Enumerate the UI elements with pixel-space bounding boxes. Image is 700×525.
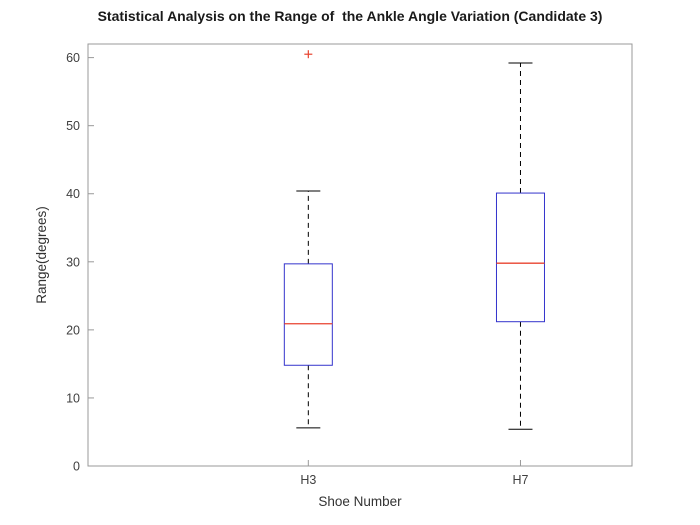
x-tick-label: H3 bbox=[300, 473, 316, 487]
y-tick-label: 10 bbox=[66, 391, 80, 405]
y-axis-label: Range(degrees) bbox=[34, 206, 49, 304]
x-axis-label: Shoe Number bbox=[318, 494, 402, 509]
y-tick-label: 40 bbox=[66, 187, 80, 201]
x-tick-label: H7 bbox=[512, 473, 528, 487]
iqr-box bbox=[495, 192, 545, 323]
y-tick-label: 30 bbox=[66, 255, 80, 269]
y-tick-label: 60 bbox=[66, 51, 80, 65]
chart-title: Statistical Analysis on the Range of the… bbox=[97, 8, 603, 24]
y-tick-label: 20 bbox=[66, 323, 80, 337]
plot-area bbox=[87, 43, 633, 467]
y-tick-label: 50 bbox=[66, 119, 80, 133]
y-tick-label: 0 bbox=[73, 460, 80, 474]
iqr-box bbox=[283, 263, 333, 366]
